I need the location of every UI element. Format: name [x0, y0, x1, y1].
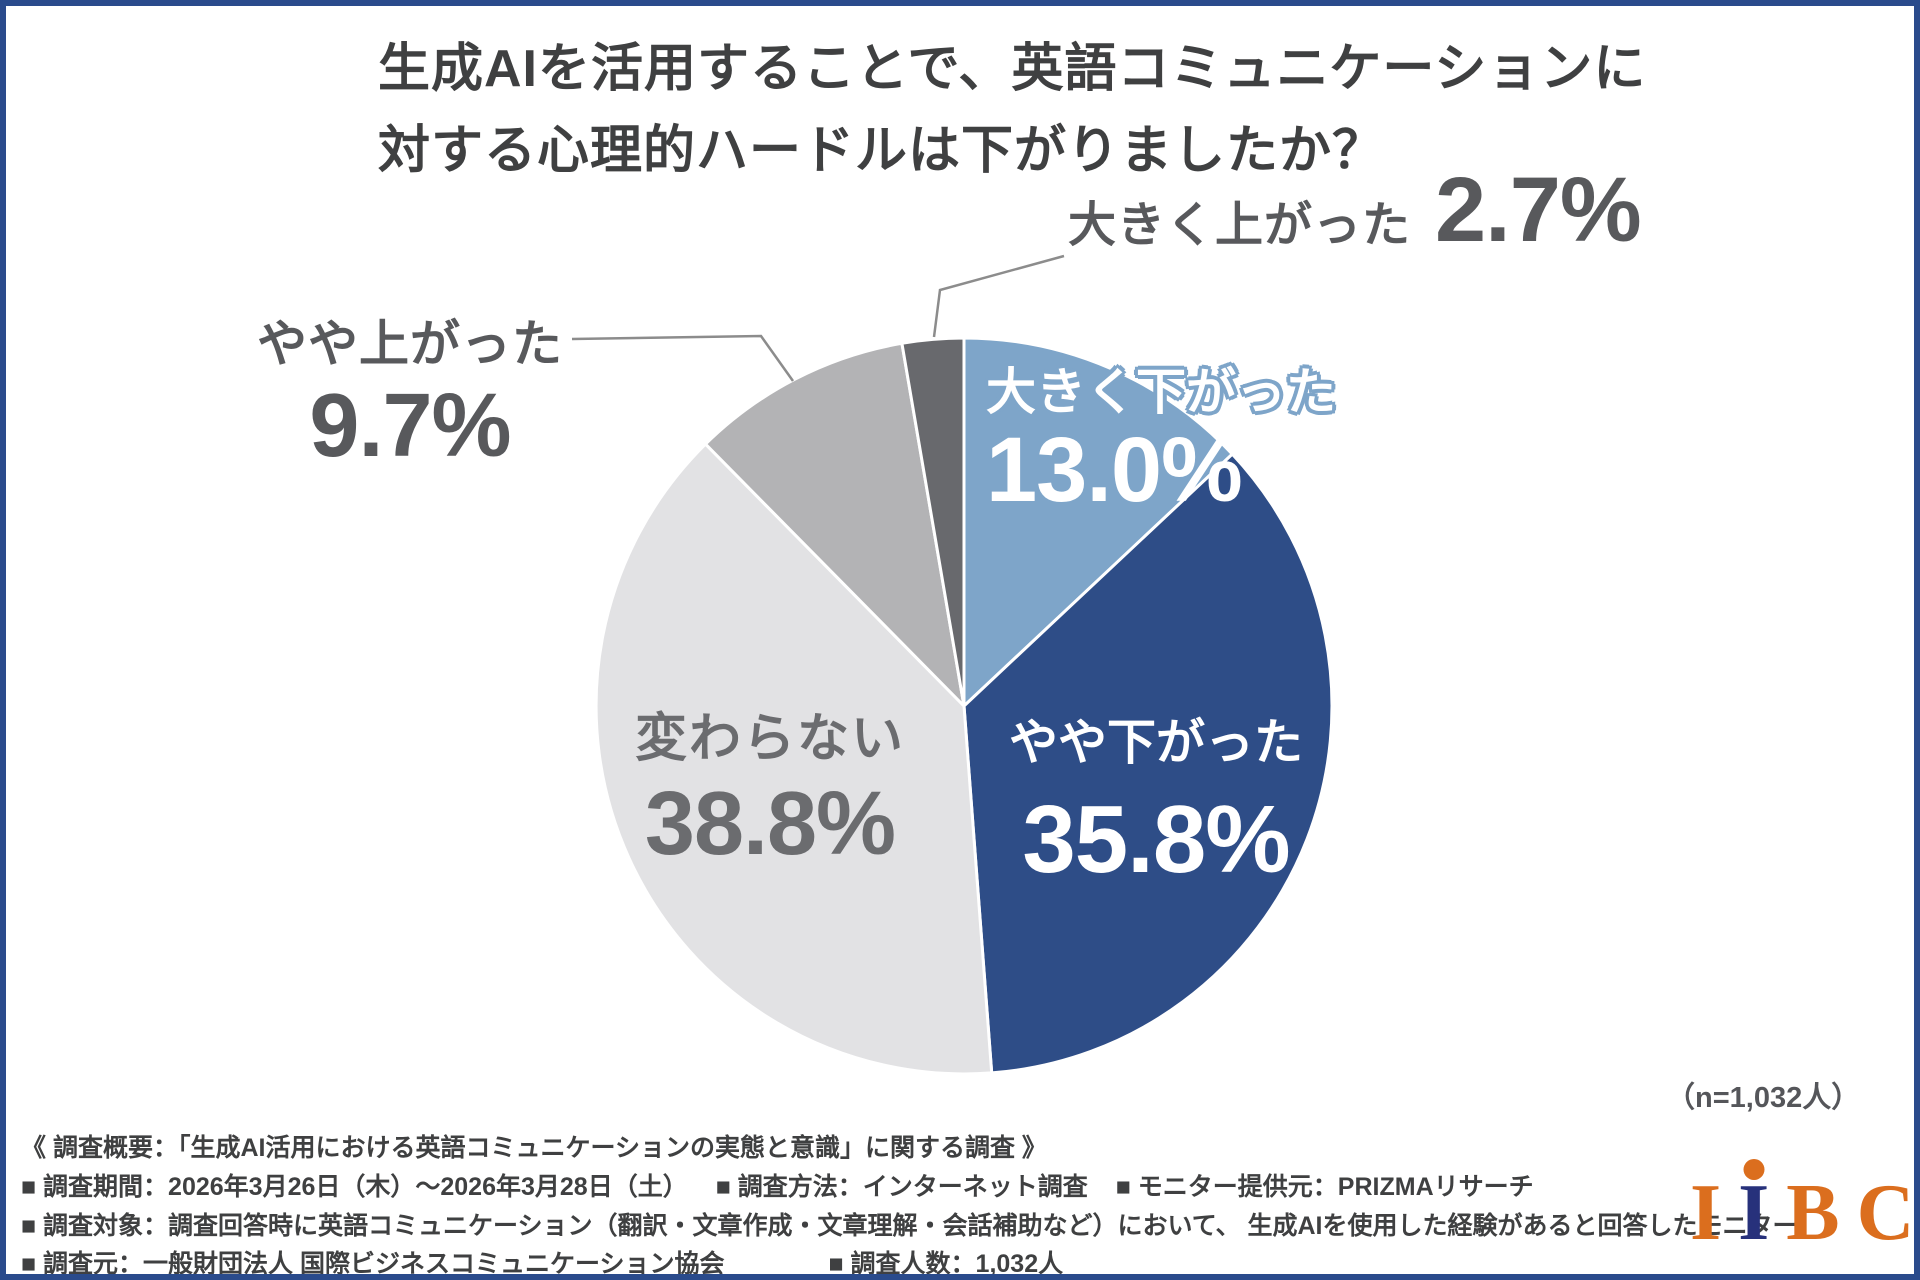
leader-line-okiku-agatta [932, 254, 1065, 338]
label-yaya-agatta-value: 9.7% [309, 376, 511, 476]
label-okiku-agatta: 大きく上がった 2.7% [1068, 158, 1642, 263]
label-yaya-sagatta: やや下がった 35.8% [996, 718, 1316, 888]
label-kawaranai-name: 変わらない [634, 710, 905, 768]
pie-slice-okiku-agatta-2.7 [900, 336, 966, 708]
chart-title-line1: 生成AIを活用することで、英語コミュニケーションに [378, 40, 1647, 98]
pie-chart [571, 254, 1334, 1076]
survey-source-row: ■ 調査元：一般財団法人 国際ビジネスコミュニケーション協会 ■ 調査人数：1,… [21, 1244, 1671, 1278]
pie-slice-yaya-sagatta-35.8 [962, 452, 1334, 1075]
survey-source: ■ 調査元：一般財団法人 国際ビジネスコミュニケーション協会 [21, 1250, 725, 1278]
chart-title-line2: 対する心理的ハードルは下がりましたか？ [378, 122, 1386, 180]
label-kawaranai-value: 38.8% [644, 774, 896, 874]
label-kawaranai: 変わらない 38.8% [614, 712, 926, 870]
logo-letter-i1: I [1690, 1169, 1722, 1257]
label-yaya-agatta: やや上がった 9.7% [254, 318, 566, 472]
logo-letter-i2: I [1738, 1159, 1769, 1253]
label-yaya-sagatta-name: やや下がった [1008, 716, 1303, 770]
survey-details-row: ■ 調査期間：2026年3月26日（木）〜2026年3月28日（土） ■ 調査方… [21, 1167, 1671, 1203]
label-yaya-sagatta-value: 35.8% [1022, 786, 1290, 893]
chart-title: 生成AIを活用することで、英語コミュニケーションに 対する心理的ハードルは下がり… [378, 28, 1646, 192]
survey-overview-line: 《 調査概要：「生成AI活用における英語コミュニケーションの実態と意識」に関する… [21, 1134, 1047, 1162]
survey-method: ■ 調査方法：インターネット調査 [715, 1173, 1088, 1201]
label-okiku-agatta-name: 大きく上がった [1068, 199, 1412, 252]
label-yaya-agatta-name: やや上がった [257, 316, 563, 372]
label-okiku-sagatta-name: 大きく下がった [986, 364, 1336, 420]
logo-letter-c: C [1856, 1169, 1915, 1257]
logo-letter-b: B [1786, 1169, 1840, 1257]
leader-line-yaya-agatta [571, 334, 795, 382]
label-okiku-sagatta-value: 13.0% [986, 419, 1243, 521]
pie-slice-kawaranai-38.8 [594, 442, 994, 1076]
survey-respondents: ■ 調査人数：1,032人 [828, 1250, 1064, 1278]
survey-monitor-provider: ■ モニター提供元：PRIZMAリサーチ [1115, 1173, 1534, 1201]
pie-slice-okiku-sagatta-13.0 [962, 336, 1234, 708]
logo-letter-i2-glyph: I [1738, 1169, 1770, 1257]
label-okiku-sagatta: 大きく下がった 13.0% [986, 364, 1336, 518]
survey-target-line: ■ 調査対象：調査回答時に英語コミュニケーション（翻訳・文章作成・文章理解・会話… [21, 1212, 1798, 1240]
iibc-logo: I I B C [1690, 1159, 1915, 1257]
label-okiku-agatta-value: 2.7% [1435, 159, 1642, 261]
sample-size-note: （n=1,032人） [1666, 1082, 1861, 1114]
pie-slice-yaya-agatta-9.7 [704, 341, 966, 708]
logo-dot-icon [1743, 1159, 1765, 1180]
survey-period: ■ 調査期間：2026年3月26日（木）〜2026年3月28日（土） [21, 1173, 688, 1201]
